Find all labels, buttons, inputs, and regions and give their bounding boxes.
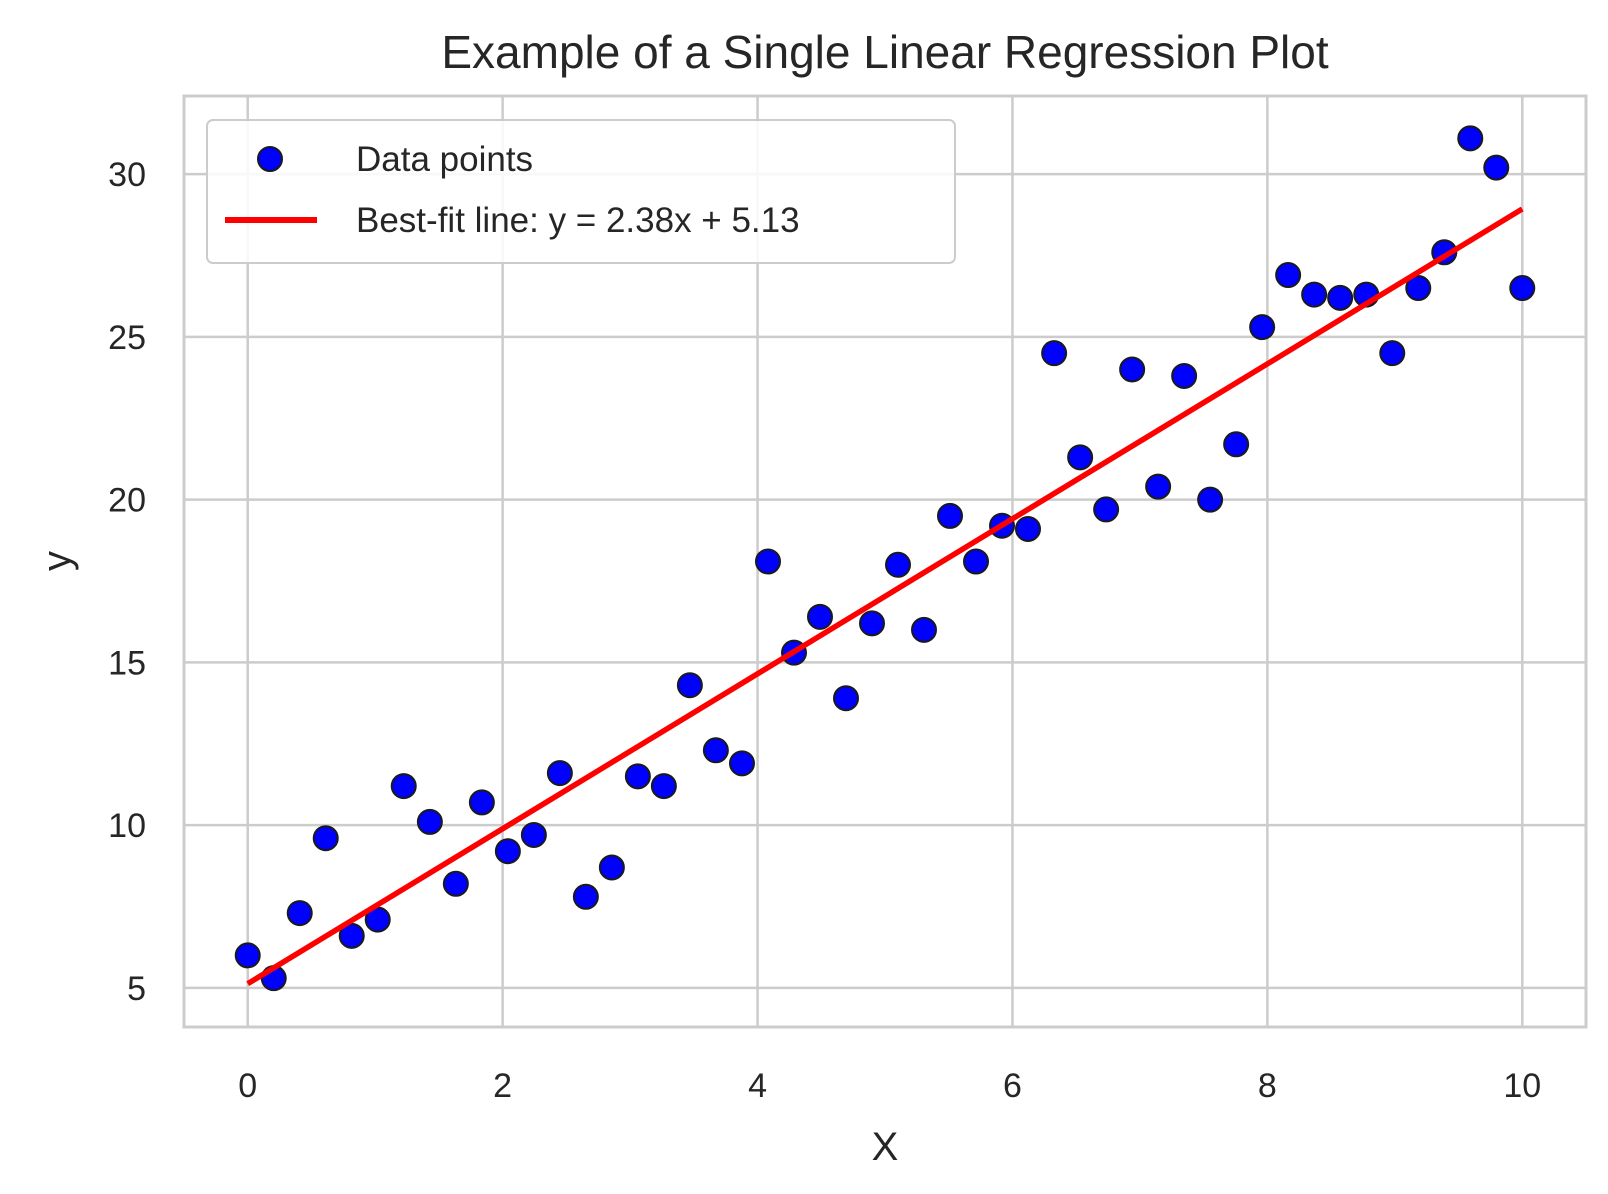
legend-label-best-fit: Best-fit line: y = 2.38x + 5.13 (356, 201, 800, 240)
legend-label-data-points: Data points (356, 140, 533, 179)
data-point (1483, 154, 1510, 181)
x-tick-label: 8 (1258, 1067, 1277, 1105)
y-tick-labels: 5 10 15 20 25 30 (108, 156, 146, 1008)
data-point (624, 763, 651, 790)
y-tick-label: 10 (108, 807, 146, 845)
y-tick-label: 20 (108, 482, 146, 520)
data-point (1249, 314, 1276, 341)
data-point (546, 760, 573, 787)
x-tick-label: 6 (1003, 1067, 1022, 1105)
data-point (1119, 356, 1146, 383)
x-tick-labels: 0 2 4 6 8 10 (238, 1067, 1541, 1105)
y-tick-label: 30 (108, 156, 146, 194)
data-point (858, 610, 885, 637)
y-axis-label: y (35, 551, 79, 571)
data-point (832, 685, 859, 712)
data-point (1171, 362, 1198, 389)
data-point (1145, 473, 1172, 500)
data-point (1405, 275, 1432, 302)
data-point (572, 883, 599, 910)
best-fit-line-layer (246, 206, 1524, 987)
legend-marker-data-points (257, 146, 283, 172)
data-point (1041, 340, 1068, 367)
data-point (1457, 125, 1484, 152)
data-point (390, 773, 417, 800)
data-point (1197, 486, 1224, 513)
data-point (234, 942, 261, 969)
data-point (1509, 275, 1536, 302)
data-point (937, 502, 964, 529)
y-tick-label: 5 (127, 970, 146, 1008)
scatter-points (234, 125, 1536, 992)
x-tick-label: 4 (748, 1067, 767, 1105)
data-point (442, 870, 469, 897)
y-tick-label: 25 (108, 319, 146, 357)
data-point (806, 603, 833, 630)
x-tick-label: 2 (493, 1067, 512, 1105)
x-tick-label: 0 (238, 1067, 257, 1105)
plot-frame (182, 94, 1588, 1029)
data-point (1275, 262, 1302, 289)
plot-border (182, 94, 1588, 1029)
data-point (963, 548, 990, 575)
x-axis-label: X (872, 1125, 899, 1169)
data-point (1015, 515, 1042, 542)
data-point (338, 922, 365, 949)
data-point (598, 854, 625, 881)
legend-box (206, 119, 956, 264)
data-point (1379, 340, 1406, 367)
chart-title: Example of a Single Linear Regression Pl… (441, 26, 1328, 78)
data-point (312, 825, 339, 852)
best-fit-line (246, 206, 1524, 987)
y-tick-label: 15 (108, 644, 146, 682)
data-point (728, 750, 755, 777)
data-point (494, 838, 521, 865)
x-tick-label: 10 (1503, 1067, 1541, 1105)
data-point (1067, 444, 1094, 471)
data-point (885, 551, 912, 578)
data-point (1301, 281, 1328, 308)
data-point (520, 821, 547, 848)
data-point (702, 737, 729, 764)
data-point (468, 789, 495, 816)
data-point (1223, 431, 1250, 458)
data-point (286, 900, 313, 927)
data-point (754, 548, 781, 575)
data-point (416, 808, 443, 835)
data-point (1093, 496, 1120, 523)
legend: Data points Best-fit line: y = 2.38x + 5… (206, 119, 956, 264)
data-point (1327, 284, 1354, 311)
data-point (650, 773, 677, 800)
data-point (676, 672, 703, 699)
data-point (911, 616, 938, 643)
